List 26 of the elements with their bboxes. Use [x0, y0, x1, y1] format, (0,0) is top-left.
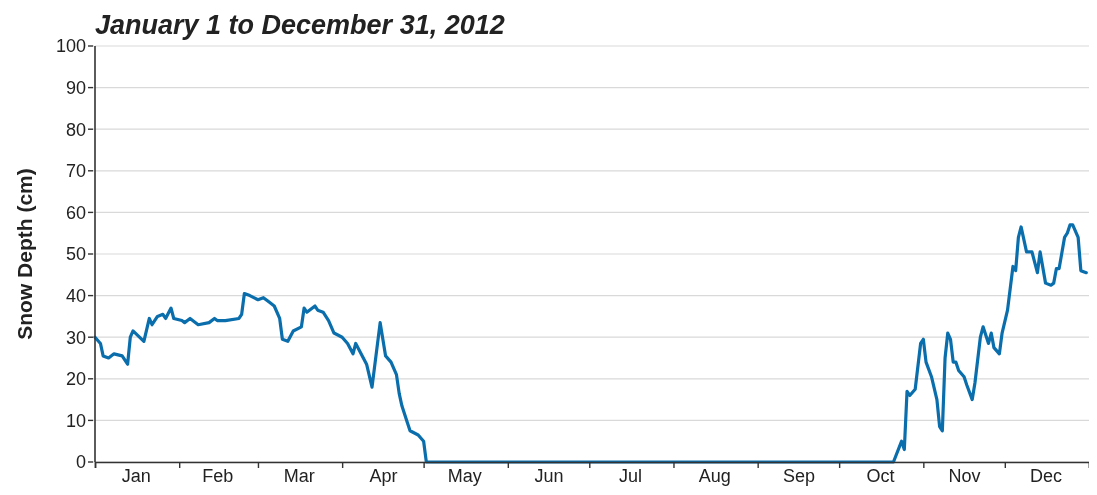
x-tick-label: Aug: [698, 465, 731, 486]
x-tick-label: Sep: [782, 465, 815, 486]
x-tick-label: Feb: [202, 465, 234, 486]
y-tick-label: 70: [65, 161, 86, 182]
x-tick-label: Mar: [283, 465, 315, 486]
y-tick-label: 40: [65, 285, 86, 306]
y-tick-label: 60: [65, 202, 86, 223]
y-tick-label: 100: [55, 36, 86, 57]
y-tick-label: 10: [65, 410, 86, 431]
x-tick-label: Jan: [121, 465, 151, 486]
x-tick-label: Dec: [1030, 465, 1063, 486]
line-series: [93, 223, 1088, 464]
y-axis-title: Snow Depth (cm): [13, 168, 36, 340]
y-tick-label: 80: [65, 119, 86, 140]
y-tick-label: 0: [75, 452, 86, 473]
chart-title: January 1 to December 31, 2012: [95, 10, 505, 40]
x-tick-label: Oct: [866, 465, 895, 486]
x-tick-label: May: [447, 465, 482, 486]
x-tick-label: Nov: [948, 465, 981, 486]
y-tick-label: 90: [65, 77, 86, 98]
y-tick-label: 30: [65, 327, 86, 348]
y-tick-label: 20: [65, 369, 86, 390]
x-tick-label: Jun: [534, 465, 564, 486]
x-tick-label: Apr: [369, 465, 398, 486]
y-tick-label: 50: [65, 244, 86, 265]
x-tick-label: Jul: [619, 465, 643, 486]
